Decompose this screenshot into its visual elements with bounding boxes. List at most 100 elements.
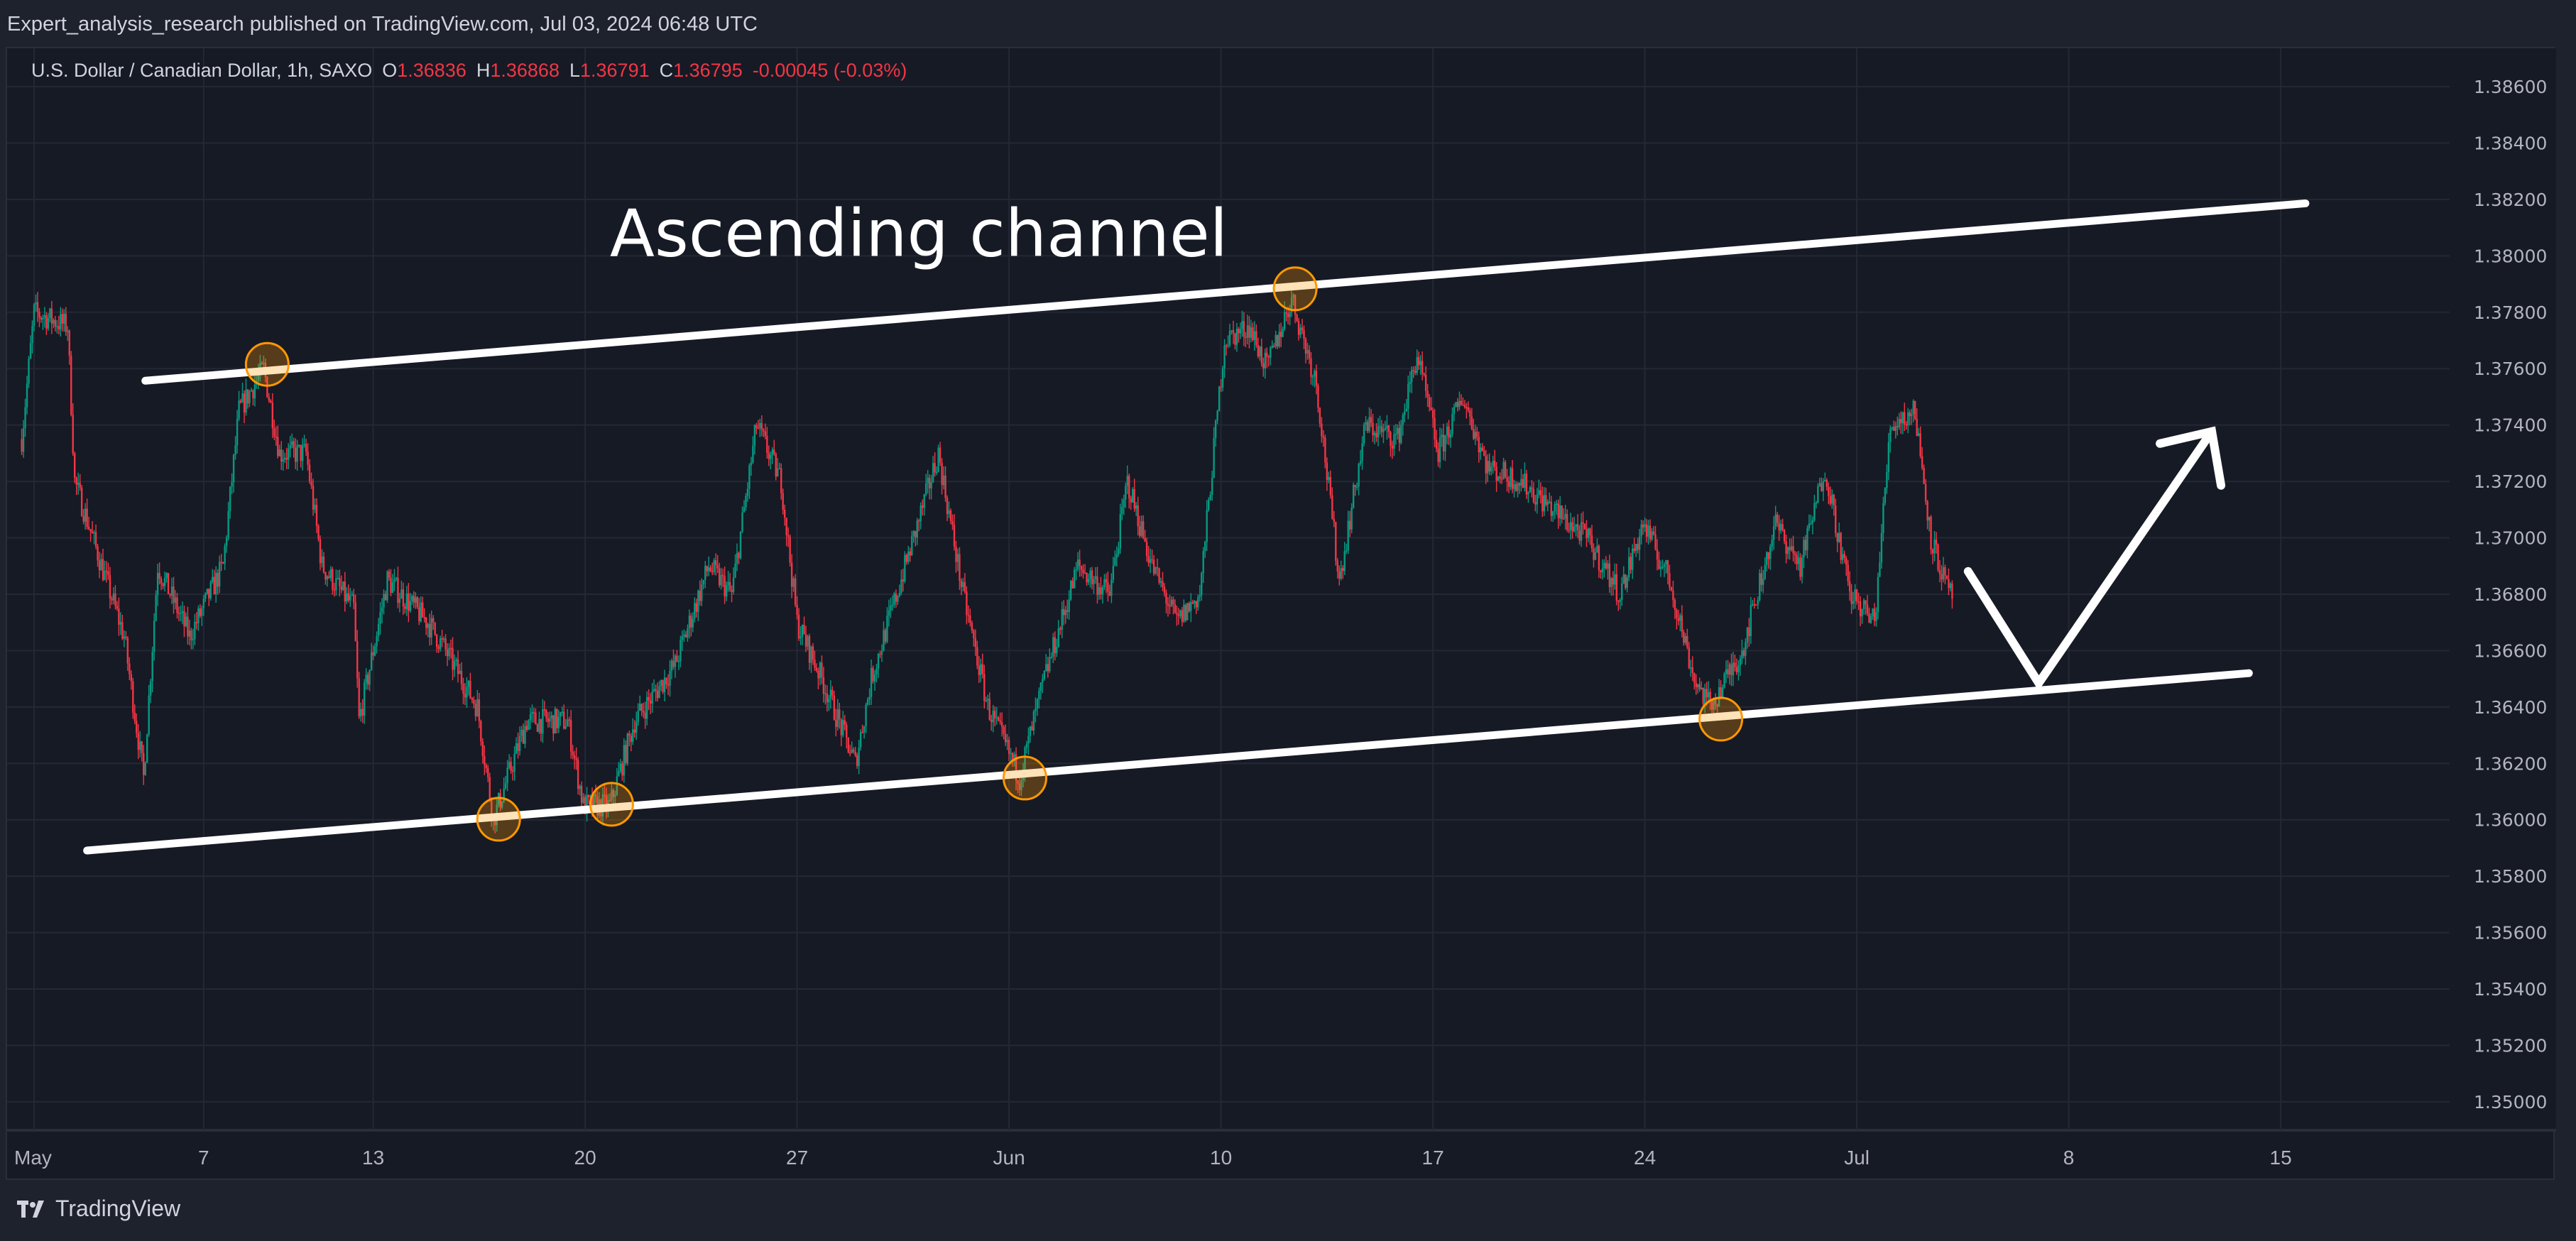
touch-marker[interactable]	[244, 341, 290, 387]
candle-body	[1859, 601, 1862, 617]
candle-body	[386, 571, 388, 601]
candle-body	[1907, 412, 1909, 426]
candle-body	[104, 571, 106, 580]
candle-body	[1103, 579, 1106, 588]
price-axis[interactable]	[2450, 48, 2556, 1130]
close-label: C	[659, 60, 674, 81]
candle-body	[716, 564, 719, 569]
tradingview-logo[interactable]: TradingView	[17, 1196, 180, 1222]
candle-body	[84, 508, 87, 522]
candle-body	[333, 589, 336, 591]
candle-body	[50, 308, 53, 324]
touch-marker[interactable]	[589, 782, 634, 827]
price-tick-label: 1.38600	[2474, 77, 2547, 97]
candle-body	[721, 574, 724, 576]
candle-body	[246, 389, 249, 404]
candle-body	[645, 696, 648, 719]
candle-body	[1766, 552, 1768, 565]
candle-body	[895, 593, 897, 602]
candle-body	[79, 482, 81, 488]
candle-body	[1121, 507, 1123, 515]
touch-marker[interactable]	[476, 797, 521, 842]
candle-body	[132, 681, 134, 713]
candle-body	[680, 640, 682, 662]
candle-body	[573, 755, 576, 759]
candle-body	[1937, 545, 1939, 571]
time-tick-label: 20	[574, 1147, 596, 1169]
candle-body	[449, 647, 452, 650]
candle-body	[1661, 567, 1664, 568]
candle-body	[688, 616, 691, 629]
candle-body	[170, 586, 173, 596]
price-chart[interactable]: 1.38600 1.38400 1.38200 1.38000 1.37800 1.376…	[7, 48, 2556, 1181]
candle-body	[354, 602, 356, 641]
touch-marker[interactable]	[1272, 266, 1318, 312]
price-tick-label: 1.37200	[2474, 471, 2547, 492]
candle-body	[409, 601, 412, 611]
candle-body	[1086, 573, 1088, 583]
candle-body	[158, 572, 160, 579]
channel-label[interactable]: Ascending channel	[610, 196, 1228, 272]
close-value: 1.36795	[673, 60, 743, 81]
candle-body	[826, 693, 829, 703]
candle-body	[504, 782, 507, 789]
candle-body	[213, 576, 215, 595]
candle-body	[1933, 539, 1936, 554]
candle-body	[625, 745, 627, 763]
candle-body	[1889, 428, 1892, 442]
candle-body	[1061, 608, 1063, 630]
channel-lower-line[interactable]	[83, 669, 2253, 855]
candle-body	[934, 463, 936, 473]
candle-body	[75, 478, 77, 485]
candle-body	[912, 530, 915, 536]
candle-body	[923, 494, 925, 508]
candle-body	[136, 721, 138, 733]
candle-body	[768, 452, 770, 459]
candle-body	[1266, 352, 1268, 357]
candle-body	[1228, 331, 1231, 345]
candle-body	[195, 622, 198, 623]
candle-body	[1642, 524, 1644, 527]
candle-body	[337, 577, 339, 579]
touch-marker[interactable]	[1002, 755, 1047, 801]
candle-body	[1079, 559, 1081, 567]
candle-body	[594, 794, 597, 797]
candle-body	[72, 414, 74, 454]
candle-body	[225, 537, 228, 546]
candle-body	[879, 654, 881, 655]
candle-body	[621, 763, 623, 776]
symbol-name[interactable]: U.S. Dollar / Canadian Dollar, 1h, SAXO	[31, 60, 373, 81]
candle-body	[183, 611, 185, 627]
candle-body	[873, 674, 876, 682]
candle-body	[575, 758, 577, 760]
candle-body	[1076, 559, 1079, 569]
chart-frame: 1.38600 1.38400 1.38200 1.38000 1.37800 1.376…	[6, 47, 2556, 1181]
low-label: L	[569, 60, 580, 81]
projection-arrow[interactable]	[1963, 427, 2217, 691]
candle-body	[209, 581, 212, 598]
candle-body	[1338, 571, 1341, 579]
candle-body	[540, 718, 542, 734]
channel-upper-line[interactable]	[141, 199, 2310, 385]
candle-body	[1075, 569, 1077, 571]
candle-body	[1066, 610, 1069, 612]
candle-body	[420, 602, 422, 622]
candle-body	[1373, 432, 1376, 436]
candle-body	[1245, 337, 1247, 338]
candle-body	[626, 733, 628, 763]
candle-body	[1879, 562, 1881, 577]
candle-body	[529, 714, 532, 721]
touch-marker[interactable]	[1698, 696, 1744, 742]
candle-body	[1499, 476, 1501, 479]
candle-body	[842, 720, 844, 736]
candle-body	[1511, 468, 1514, 489]
candle-body	[792, 578, 795, 587]
candle-body	[1868, 613, 1870, 623]
candle-body	[1354, 484, 1356, 487]
candle-body	[817, 670, 819, 679]
candle-body	[1771, 540, 1773, 547]
candle-body	[708, 567, 710, 572]
candle-body	[563, 711, 565, 729]
candle-body	[1434, 417, 1436, 440]
candle-body	[1578, 530, 1581, 541]
